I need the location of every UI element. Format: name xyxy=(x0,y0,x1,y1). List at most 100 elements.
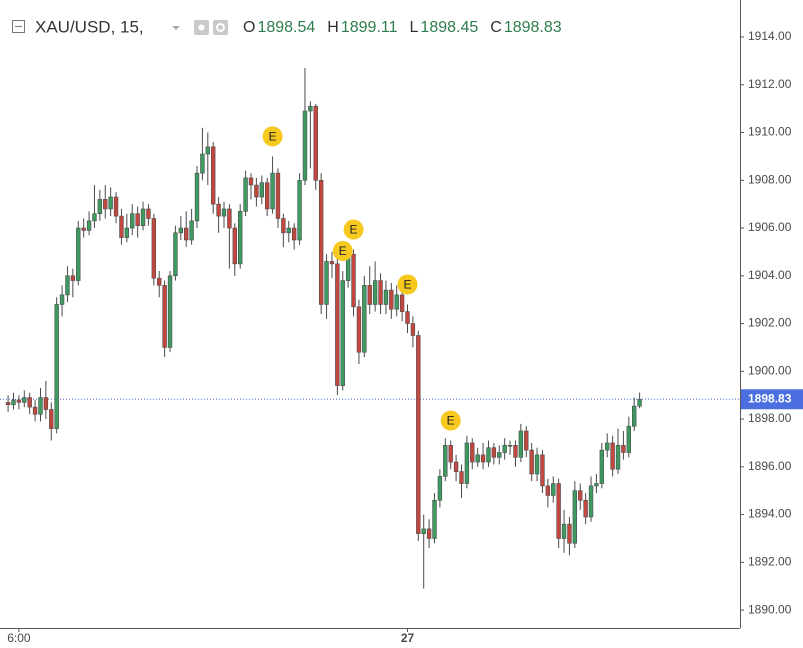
candle-body xyxy=(167,275,173,348)
candle-body xyxy=(70,275,76,281)
y-tick-label: 1898.00 xyxy=(748,411,792,425)
candle-body xyxy=(178,227,184,234)
candle-body xyxy=(103,199,108,210)
candle-body xyxy=(637,398,642,407)
candle-body xyxy=(259,182,264,198)
candle-body xyxy=(248,177,254,186)
y-tick-label: 1890.00 xyxy=(748,602,792,616)
candle-body xyxy=(513,445,518,458)
candle-body xyxy=(200,153,205,174)
candle-body xyxy=(588,485,594,518)
legend-header: XAU/USD, 15, O 1898.54 H 1899.11 L 1898.45 C 18… xyxy=(12,17,562,36)
ohlc-value: 1898.54 xyxy=(257,19,315,36)
candle-body xyxy=(362,285,367,353)
candle-body xyxy=(524,430,529,451)
candle-body xyxy=(389,289,394,310)
ohlc-key: O xyxy=(243,19,255,36)
candle-body xyxy=(421,528,426,534)
candle-body xyxy=(340,280,345,386)
candle-body xyxy=(27,397,32,408)
event-label: E xyxy=(447,414,455,428)
candle-body xyxy=(578,490,583,501)
price-badge xyxy=(741,389,803,410)
event-marker[interactable] xyxy=(262,126,283,147)
candle-body xyxy=(572,490,578,544)
candle-body xyxy=(556,483,561,539)
candle-body xyxy=(507,445,513,447)
candle-body xyxy=(92,213,97,222)
candle-body xyxy=(135,213,140,226)
candle-body xyxy=(621,445,626,453)
ohlc-value: 1899.11 xyxy=(341,19,398,36)
candle-body xyxy=(610,442,615,470)
candle-body xyxy=(130,213,135,229)
candle-body xyxy=(308,105,313,112)
y-tick-label: 1906.00 xyxy=(748,220,792,234)
candle-body xyxy=(65,275,70,296)
candle-body xyxy=(140,208,146,226)
candle-body xyxy=(173,232,178,277)
candle-body xyxy=(453,461,459,472)
event-label: E xyxy=(404,278,412,292)
candle-body xyxy=(43,397,49,410)
candle-body xyxy=(108,196,113,210)
candle-body xyxy=(475,454,480,463)
candle-body xyxy=(119,215,124,238)
candle-body xyxy=(351,254,356,308)
candle-body xyxy=(59,294,65,305)
candle-body xyxy=(86,220,92,231)
candle-body xyxy=(599,449,605,484)
settings-icon-gear xyxy=(216,23,225,32)
ohlc-value: 1898.45 xyxy=(420,19,478,36)
candle-body xyxy=(567,523,572,544)
candle-body xyxy=(16,399,22,403)
dropdown-caret[interactable] xyxy=(172,26,180,30)
candle-body xyxy=(227,208,232,229)
candle-body xyxy=(113,196,119,217)
candle-body xyxy=(632,405,637,427)
candle-body xyxy=(405,311,410,324)
event-label: E xyxy=(339,244,347,258)
event-marker[interactable] xyxy=(343,219,364,240)
candle-body xyxy=(605,442,610,451)
event-marker[interactable] xyxy=(397,274,418,295)
candle-body xyxy=(497,452,502,458)
candle-body xyxy=(318,179,324,305)
candle-body xyxy=(254,184,259,198)
candle-body xyxy=(432,499,437,539)
price-badge-label: 1898.83 xyxy=(748,391,792,405)
candle-body xyxy=(540,454,545,487)
candle-body xyxy=(426,528,432,539)
candle-body xyxy=(583,499,588,518)
candle-body xyxy=(335,263,340,386)
candle-body xyxy=(394,294,399,310)
candle-body xyxy=(211,146,216,205)
x-tick-label: 6:00 xyxy=(7,631,31,645)
y-tick-label: 1908.00 xyxy=(748,172,792,186)
candle-body xyxy=(399,294,405,312)
settings-icon[interactable] xyxy=(213,20,228,35)
candle-body xyxy=(486,447,491,463)
candle-body xyxy=(189,220,194,241)
candle-body xyxy=(194,172,200,222)
candle-body xyxy=(184,227,189,241)
candle-body xyxy=(372,280,378,305)
candle-body xyxy=(464,442,470,484)
y-tick-label: 1910.00 xyxy=(748,125,792,139)
candle-body xyxy=(410,323,416,336)
candle-body xyxy=(356,306,362,353)
candle-body xyxy=(491,447,497,458)
candle-body xyxy=(437,476,443,501)
event-marker[interactable] xyxy=(440,410,461,431)
candle-body xyxy=(502,445,507,453)
event-marker[interactable] xyxy=(332,241,353,262)
y-tick-label: 1896.00 xyxy=(748,459,792,473)
candle-body xyxy=(54,304,59,429)
candle-body xyxy=(302,110,308,181)
y-tick-label: 1904.00 xyxy=(748,268,792,282)
candle-body xyxy=(157,277,162,286)
y-tick-label: 1894.00 xyxy=(748,507,792,521)
